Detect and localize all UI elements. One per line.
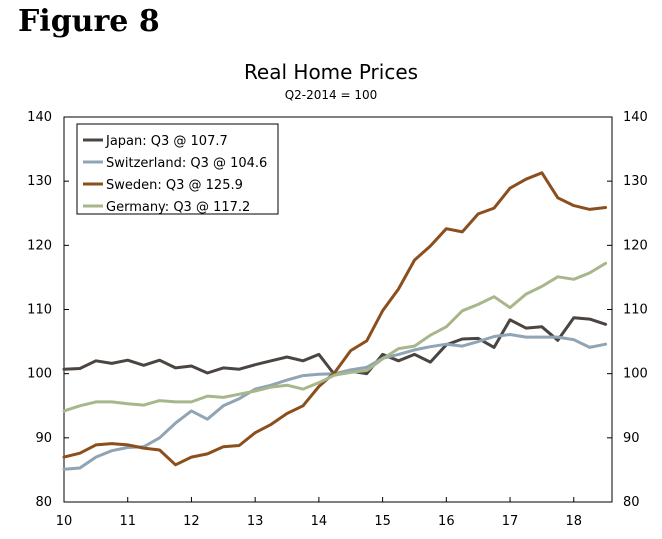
y-tick-label-right: 130 [623, 174, 648, 189]
legend-box [76, 123, 279, 215]
x-tick-label: 12 [183, 514, 200, 529]
y-tick-label-left: 120 [27, 238, 52, 253]
x-axis: 10 11 12 13 14 15 16 17 18 [56, 497, 582, 529]
y-tick-label-right: 140 [623, 110, 648, 125]
legend-entry-germany: Germany: Q3 @ 117.2 [106, 200, 250, 215]
y-tick-label-right: 80 [623, 495, 640, 510]
y-tick-label-right: 100 [623, 367, 648, 382]
x-tick-label: 14 [311, 514, 328, 529]
legend-entry-switzerland: Switzerland: Q3 @ 104.6 [106, 156, 267, 171]
series-line-japan [62, 316, 608, 377]
left-axis: 80 90 100 110 120 130 140 [27, 110, 69, 510]
y-tick-label-right: 110 [623, 303, 648, 318]
y-tick-label-left: 110 [27, 303, 52, 318]
legend: Japan: Q3 @ 107.7 Switzerland: Q3 @ 104.6… [76, 123, 279, 215]
y-tick-label-right: 90 [623, 431, 640, 446]
y-tick-label-left: 140 [27, 110, 52, 125]
y-tick-label-left: 130 [27, 174, 52, 189]
x-tick-label: 15 [374, 514, 391, 529]
chart-title: Real Home Prices [243, 60, 419, 84]
chart-subtitle: Q2-2014 = 100 [284, 88, 378, 102]
series-line-sweden [62, 171, 608, 467]
y-tick-label-left: 80 [35, 495, 52, 510]
legend-entry-sweden: Sweden: Q3 @ 125.9 [106, 178, 243, 193]
figure-label: Figure 8 [18, 4, 160, 39]
x-tick-label: 18 [565, 514, 582, 529]
y-tick-label-left: 90 [35, 431, 52, 446]
legend-entry-japan: Japan: Q3 @ 107.7 [105, 134, 228, 149]
y-tick-label-left: 100 [27, 367, 52, 382]
y-tick-label-right: 120 [623, 238, 648, 253]
x-tick-label: 17 [502, 514, 519, 529]
series-group [62, 171, 608, 471]
series-line-germany [62, 261, 608, 413]
x-tick-label: 10 [56, 514, 73, 529]
x-tick-label: 13 [247, 514, 264, 529]
x-tick-label: 16 [438, 514, 455, 529]
x-tick-label: 11 [119, 514, 136, 529]
right-axis: 80 90 100 110 120 130 140 [607, 110, 648, 510]
